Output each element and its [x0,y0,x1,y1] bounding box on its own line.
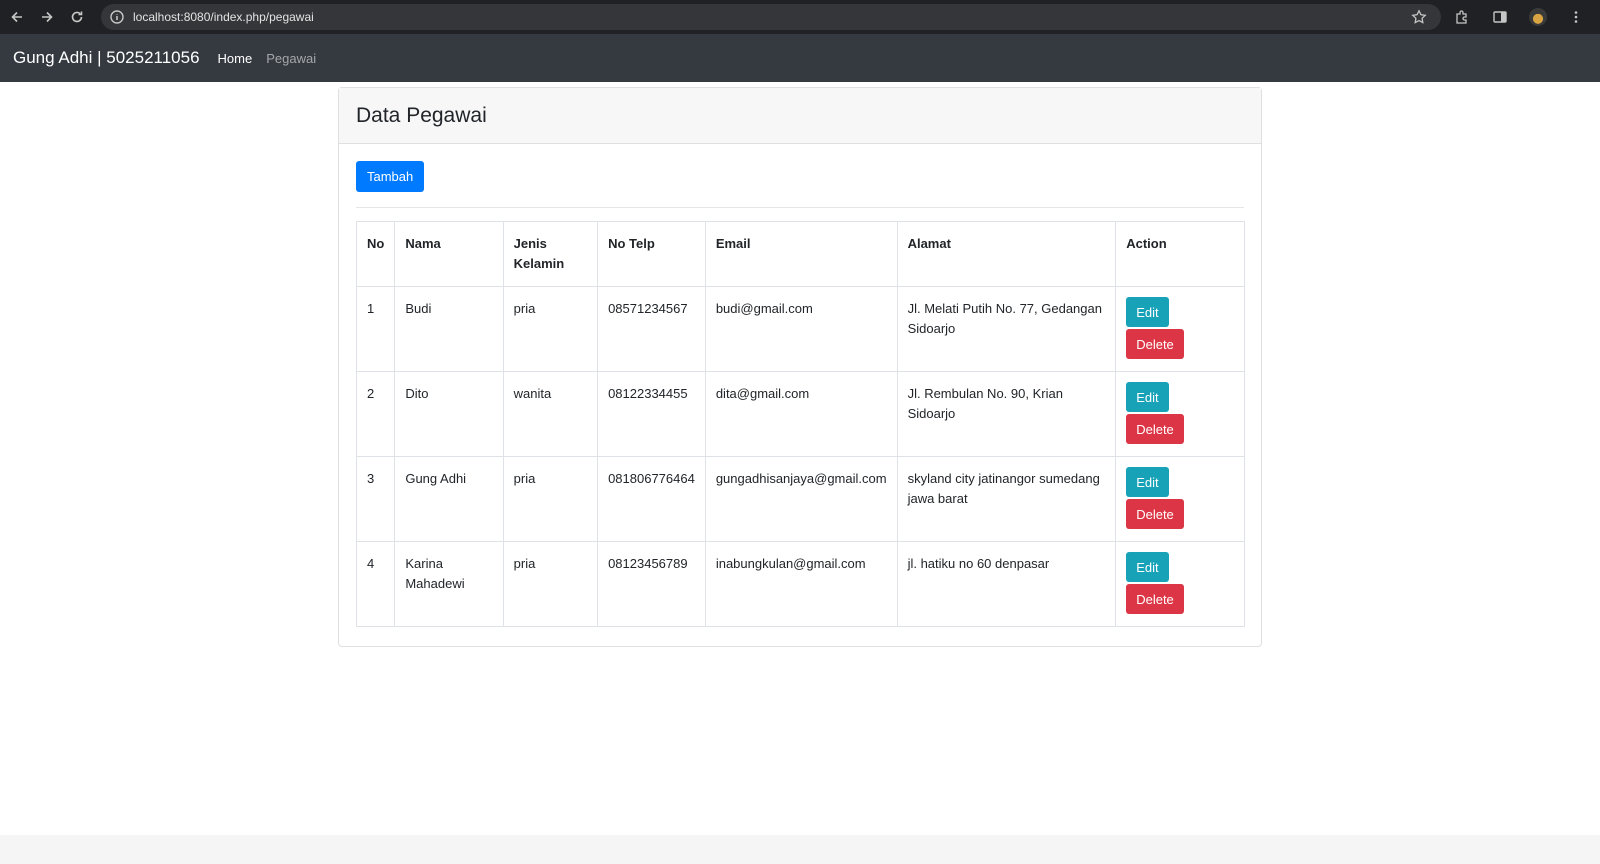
cell-no-telp: 08571234567 [597,286,706,372]
delete-button[interactable]: Delete [1126,499,1184,529]
table-header-row: No Nama Jenis Kelamin No Telp Email Alam… [355,221,1245,287]
cell-alamat: jl. hatiku no 60 denpasar [896,541,1117,627]
cell-no-telp: 08122334455 [597,371,706,457]
cell-nama: Gung Adhi [394,456,504,542]
cell-action: Edit Delete [1115,541,1245,627]
cell-no: 2 [355,371,396,457]
nav-link-pegawai[interactable]: Pegawai [266,50,317,66]
back-icon[interactable] [4,4,30,30]
edit-button[interactable]: Edit [1126,382,1169,412]
forward-icon[interactable] [34,4,60,30]
cell-email: gungadhisanjaya@gmail.com [704,456,898,542]
table-row: 3 Gung Adhi pria 081806776464 gungadhisa… [355,456,1245,542]
cell-jenis-kelamin: pria [502,541,599,627]
edit-button[interactable]: Edit [1126,467,1169,497]
site-info-icon[interactable] [109,9,125,25]
divider [356,207,1244,208]
cell-no: 1 [355,286,396,372]
edit-button[interactable]: Edit [1126,552,1169,582]
cell-nama: Budi [394,286,504,372]
cell-email: budi@gmail.com [704,286,898,372]
cell-jenis-kelamin: pria [502,286,599,372]
scrollbar[interactable] [1594,34,1600,82]
bookmark-star-icon[interactable] [1411,9,1427,25]
cell-alamat: skyland city jatinangor sumedang jawa ba… [896,456,1117,542]
table-row: 2 Dito wanita 08122334455 dita@gmail.com… [355,371,1245,457]
card-header: Data Pegawai [339,88,1261,144]
reload-icon[interactable] [64,4,90,30]
cell-no: 4 [355,541,396,627]
pegawai-table: No Nama Jenis Kelamin No Telp Email Alam… [355,221,1245,627]
side-panel-icon[interactable] [1486,3,1514,31]
address-bar[interactable]: localhost:8080/index.php/pegawai [101,4,1441,30]
cell-no-telp: 08123456789 [597,541,706,627]
card-body: Tambah No Nama Jenis Kelamin No Telp Ema… [339,144,1261,644]
col-header-no: No [355,221,396,287]
col-header-no-telp: No Telp [597,221,706,287]
cell-alamat: Jl. Melati Putih No. 77, Gedangan Sidoar… [896,286,1117,372]
cell-no-telp: 081806776464 [597,456,706,542]
page-title: Data Pegawai [356,103,487,127]
table-row: 4 Karina Mahadewi pria 08123456789 inabu… [355,541,1245,627]
pegawai-card: Data Pegawai Tambah No Nama Jenis Kelami… [338,87,1262,647]
cell-no: 3 [355,456,396,542]
cell-action: Edit Delete [1115,456,1245,542]
col-header-nama: Nama [394,221,504,287]
edit-button[interactable]: Edit [1126,297,1169,327]
col-header-email: Email [704,221,898,287]
nav-link-home[interactable]: Home [217,50,253,66]
col-header-alamat: Alamat [896,221,1117,287]
browser-toolbar: localhost:8080/index.php/pegawai [0,0,1600,34]
cell-alamat: Jl. Rembulan No. 90, Krian Sidoarjo [896,371,1117,457]
cell-action: Edit Delete [1115,371,1245,457]
kebab-menu-icon[interactable] [1562,3,1590,31]
delete-button[interactable]: Delete [1126,414,1184,444]
top-navbar: Gung Adhi | 5025211056 Home Pegawai [0,34,1600,82]
url-text[interactable]: localhost:8080/index.php/pegawai [133,10,314,24]
extensions-icon[interactable] [1448,3,1476,31]
tambah-button[interactable]: Tambah [356,161,425,192]
page-footer-strip [0,835,1600,864]
delete-button[interactable]: Delete [1126,329,1184,359]
table-row: 1 Budi pria 08571234567 budi@gmail.com J… [355,286,1245,372]
cell-jenis-kelamin: wanita [502,371,599,457]
navbar-brand[interactable]: Gung Adhi | 5025211056 [13,48,200,67]
cell-nama: Dito [394,371,504,457]
cell-email: inabungkulan@gmail.com [704,541,898,627]
cell-nama: Karina Mahadewi [394,541,504,627]
cell-action: Edit Delete [1115,286,1245,372]
col-header-action: Action [1115,221,1245,287]
col-header-jenis-kelamin: Jenis Kelamin [502,221,599,287]
cell-jenis-kelamin: pria [502,456,599,542]
cell-email: dita@gmail.com [704,371,898,457]
profile-avatar[interactable] [1524,3,1552,31]
delete-button[interactable]: Delete [1126,584,1184,614]
